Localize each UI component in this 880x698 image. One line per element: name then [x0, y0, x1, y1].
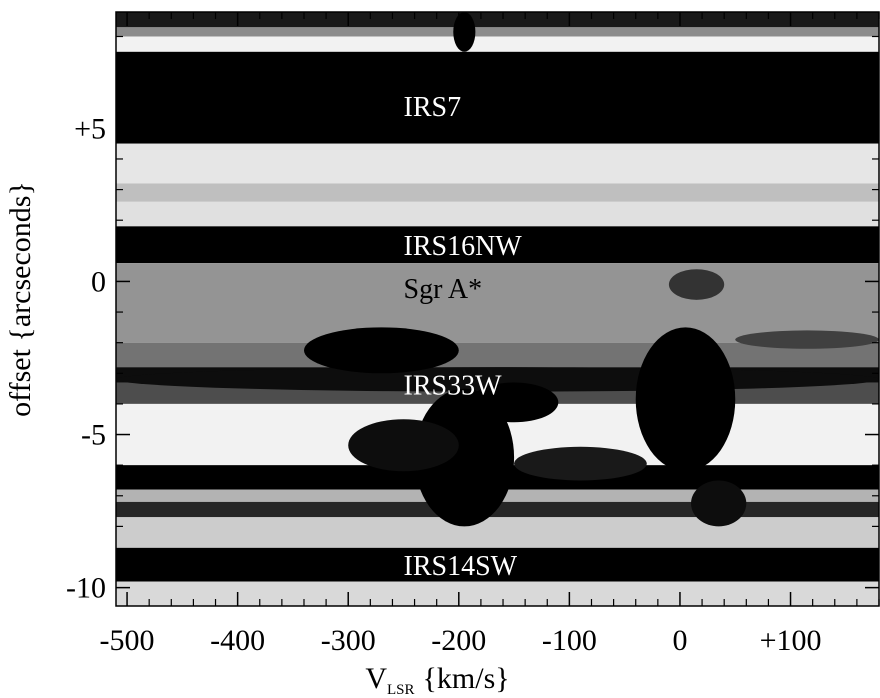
intensity-band-0: [116, 12, 879, 28]
plot-frame: [115, 11, 880, 607]
emission-feature-3: [414, 388, 515, 527]
emission-feature-9: [668, 269, 725, 300]
position-velocity-image: [116, 12, 879, 606]
intensity-band-18: [116, 581, 879, 606]
x-tick-label-3: -200: [431, 624, 486, 657]
x-tick-label-6: +100: [760, 624, 822, 657]
emission-feature-2: [303, 327, 459, 374]
emission-feature-6: [348, 419, 459, 472]
intensity-band-6: [116, 201, 879, 227]
x-axis: -500 -400 -300 -200 -100 0 +100: [100, 12, 880, 657]
intensity-band-4: [116, 143, 879, 184]
source-labels: IRS7 IRS16NW Sgr A* IRS33W IRS14SW: [404, 92, 523, 582]
source-label-1: IRS16NW: [404, 231, 523, 262]
y-tick-label-3: -10: [66, 572, 106, 605]
source-label-2: Sgr A*: [404, 274, 483, 305]
y-axis: +5 0 -5 -10: [66, 35, 879, 605]
intensity-band-17: [116, 547, 879, 582]
intensity-band-2: [116, 36, 879, 52]
emission-feature-10: [735, 330, 879, 349]
intensity-band-5: [116, 183, 879, 202]
x-tick-label-5: 0: [672, 624, 687, 657]
emission-feature-7: [514, 446, 647, 481]
source-label-0: IRS7: [404, 92, 462, 123]
intensity-band-3: [116, 51, 879, 144]
y-tick-label-0: +5: [74, 112, 106, 145]
intensity-band-7: [116, 226, 879, 264]
source-label-4: IRS14SW: [404, 551, 518, 582]
x-tick-label-1: -400: [210, 624, 265, 657]
intensity-band-9: [116, 342, 879, 368]
intensity-band-15: [116, 501, 879, 518]
x-axis-title: VLSR {km/s}: [365, 662, 509, 698]
x-axis-title-symbol: V: [365, 662, 387, 695]
emission-feature-0: [453, 12, 476, 52]
emission-feature-4: [469, 382, 559, 423]
x-axis-title-subscript: LSR: [387, 682, 415, 698]
y-axis-title: offset {arcseconds}: [4, 181, 37, 417]
y-tick-label-1: 0: [91, 265, 106, 298]
intensity-band-16: [116, 517, 879, 548]
x-axis-title-units: {km/s}: [423, 662, 510, 695]
y-tick-label-2: -5: [81, 419, 106, 452]
x-tick-label-0: -500: [100, 624, 155, 657]
x-tick-label-4: -100: [542, 624, 597, 657]
emission-feature-8: [691, 480, 747, 527]
source-label-3: IRS33W: [404, 371, 503, 402]
x-tick-label-2: -300: [321, 624, 376, 657]
intensity-band-1: [116, 27, 879, 37]
emission-feature-5: [635, 327, 736, 472]
intensity-band-8: [116, 263, 879, 343]
